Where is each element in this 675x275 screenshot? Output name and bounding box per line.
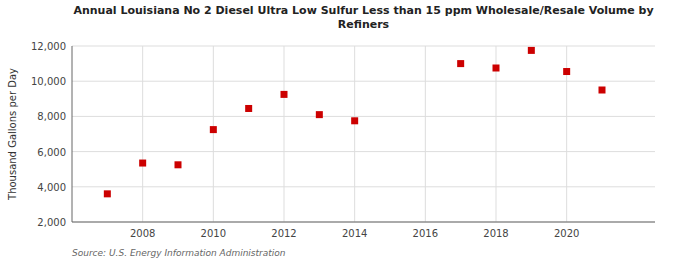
x-tick-label: 2012 (271, 228, 296, 239)
title-line: Annual Louisiana No 2 Diesel Ultra Low S… (73, 4, 653, 17)
x-grid-line (496, 46, 497, 222)
y-grid-line (72, 186, 655, 187)
point (457, 60, 464, 67)
y-grid-line (72, 81, 655, 82)
y-tick-label: 10,000 (31, 76, 66, 87)
point (104, 190, 111, 197)
y-axis-line (72, 46, 73, 222)
grid (72, 46, 655, 222)
point (528, 47, 535, 54)
x-grid-line (284, 46, 285, 222)
point (175, 161, 182, 168)
y-axis-label: Thousand Gallons per Day (7, 68, 18, 201)
y-grid-line (72, 222, 655, 223)
x-tick-label: 2020 (554, 228, 579, 239)
point (210, 126, 217, 133)
y-grid-line (72, 116, 655, 117)
point (563, 68, 570, 75)
title-line: Refiners (338, 18, 390, 31)
point (245, 105, 252, 112)
y-grid-line (72, 46, 655, 47)
x-grid-line (425, 46, 426, 222)
x-axis-line (72, 222, 655, 223)
point (599, 87, 606, 94)
x-tick-label: 2014 (342, 228, 367, 239)
y-grid-line (72, 151, 655, 152)
x-tick-label: 2016 (413, 228, 438, 239)
x-grid-line (142, 46, 143, 222)
point (493, 65, 500, 72)
point (281, 91, 288, 98)
y-tick-label: 8,000 (37, 111, 66, 122)
y-tick-label: 2,000 (37, 217, 66, 228)
y-tick-label: 6,000 (37, 147, 66, 158)
y-tick-label: 12,000 (31, 41, 66, 52)
point (316, 111, 323, 118)
marks (104, 47, 606, 197)
x-tick-label: 2008 (130, 228, 155, 239)
x-grid-line (354, 46, 355, 222)
x-grid-line (213, 46, 214, 222)
point (351, 117, 358, 124)
x-tick-label: 2010 (201, 228, 226, 239)
annotation: Source: U.S. Energy Information Administ… (72, 248, 286, 258)
chart: Annual Louisiana No 2 Diesel Ultra Low S… (0, 0, 675, 275)
x-tick-label: 2018 (483, 228, 508, 239)
point (139, 160, 146, 167)
y-tick-label: 4,000 (37, 182, 66, 193)
title: Annual Louisiana No 2 Diesel Ultra Low S… (73, 4, 653, 31)
